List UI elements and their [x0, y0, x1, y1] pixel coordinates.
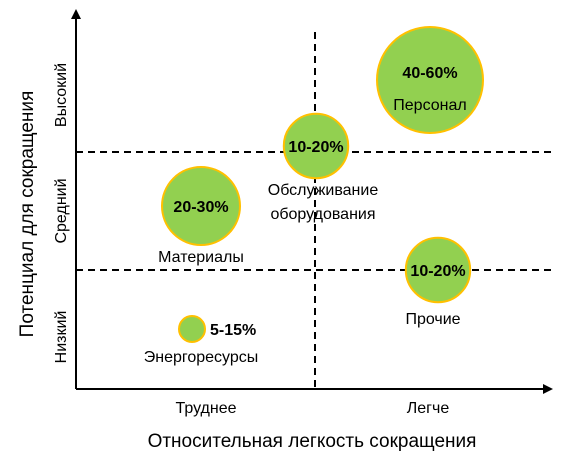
bubble-value-label-0: 40-60% [402, 65, 457, 82]
bubble-1 [282, 112, 350, 180]
bubble-value-label-4: 5-15% [210, 322, 256, 339]
y-axis-title: Потенциал для сокращения [17, 91, 38, 338]
bubble-name-label-1-0: Обслуживание [268, 182, 379, 199]
y-tick-label-0: Низкий [53, 311, 70, 364]
bubble-group: 40-60% Персонал 10-20% Обслуживание оборудов… [144, 26, 484, 366]
bubble-4 [178, 315, 206, 343]
bubble-name-label-2: Материалы [158, 249, 244, 266]
y-tick-label-2: Высокий [53, 63, 70, 127]
bubble-name-label-3: Прочие [405, 311, 460, 328]
bubble-0 [376, 26, 484, 134]
x-tick-label-1: Легче [407, 400, 450, 417]
bubble-2 [161, 166, 241, 246]
bubble-name-label-1-1: оборудования [270, 206, 375, 223]
bubble-name-label-0: Персонал [393, 97, 466, 114]
bubble-value-label-1: 10-20% [288, 139, 343, 156]
y-tick-label-1: Средний [53, 178, 70, 243]
x-tick-label-0: Труднее [175, 400, 236, 417]
bubble-value-label-2: 20-30% [173, 199, 228, 216]
bubble-name-label-4: Энергоресурсы [144, 349, 259, 366]
x-axis-title: Относительная легкость сокращения [148, 431, 477, 452]
bubble-3 [404, 236, 472, 304]
bubble-value-label-3: 10-20% [410, 263, 465, 280]
